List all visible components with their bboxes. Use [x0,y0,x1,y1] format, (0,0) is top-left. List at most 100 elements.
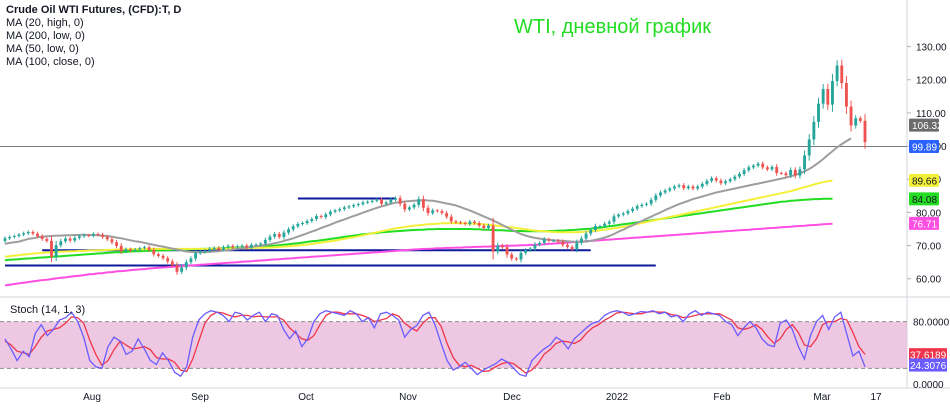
candle-body [686,186,690,189]
price-tick-label: 70.00 [916,242,941,253]
ma50-line [4,197,833,262]
stoch-band-group [0,321,907,369]
price-label-text: 89.66 [912,176,937,187]
candle-body [226,245,230,248]
candle-body [328,211,332,215]
candle-body [45,238,49,241]
candle-body [598,226,602,228]
indicator-ma200[interactable]: MA (200, low, 0) [6,30,85,42]
candle-body [733,176,737,180]
candle-body [59,241,63,246]
candle-body [17,234,21,236]
candle-body [91,233,95,236]
candle-body [184,262,188,268]
candle-body [324,214,328,218]
stoch-d-line [4,310,866,374]
candle-body [454,221,458,223]
candle-body [849,106,853,126]
time-tick-label: 2022 [606,392,629,403]
candle-body [617,214,621,217]
price-label-box [909,118,939,132]
candle-body [440,211,444,214]
candle-body [593,226,597,230]
candle-body [319,216,323,218]
candle-body [431,210,435,214]
candle-body [659,192,662,196]
candle-body [459,222,463,224]
candle-body [119,245,123,252]
candle-body [240,245,244,247]
candle-body [194,253,198,259]
candle-body [129,249,132,251]
candle-body [765,167,769,170]
candle-body [579,238,583,243]
candle-body [398,198,402,204]
candle-body [631,208,635,212]
candle-body [54,245,58,257]
candle-body [672,186,676,189]
candle-body [315,216,318,220]
candle-body [463,223,467,225]
indicator-ma100[interactable]: MA (100, close, 0) [6,56,95,68]
candle-body [268,236,272,240]
candle-body [31,231,35,234]
candle-body [751,165,755,168]
candle-body [426,207,430,214]
candle-body [603,223,607,227]
candle-body [561,241,565,245]
candle-body [621,213,625,215]
price-tick-label: 80.00 [916,208,941,219]
candle-body [770,166,774,170]
candle-body [301,223,304,225]
candle-body [696,186,700,189]
price-label-box [909,139,939,153]
candle-body [649,199,653,204]
candle-body [747,167,751,171]
price-labels-group: 106.32 99.89 89.66 84.08 76.71 [909,118,943,230]
time-tick-label: Aug [83,392,101,403]
candle-body [263,239,267,244]
candle-body [542,239,546,243]
support-resistance-lines-group [5,197,656,267]
indicator-ma20[interactable]: MA (20, high, 0) [6,17,84,29]
candle-body [124,249,128,252]
candle-body [291,226,295,230]
candle-body [12,235,16,237]
candle-body [510,254,514,259]
candle-body [775,166,779,173]
candle-body [245,245,249,248]
candle-body [817,103,820,122]
time-tick-label: Feb [713,392,731,403]
stoch-indicator-label[interactable]: Stoch (14, 1, 3) [10,304,86,316]
candle-body [133,249,137,251]
overlay-title: WTI, дневной график [514,16,712,38]
instrument-title[interactable]: Crude Oil WTI Futures, (CFD):T, D [6,4,182,16]
indicator-ma50[interactable]: MA (50, low, 0) [6,43,79,55]
candle-body [342,207,346,210]
price-label-text: 106.32 [912,121,943,132]
candle-body [738,173,741,177]
candle-body [277,233,281,237]
candle-body [858,118,862,121]
candle-body [147,247,151,250]
candle-body [468,221,472,225]
stoch-tick-label: 0.0000 [913,380,944,391]
time-axis-ticks-group: Aug Sep Oct Nov Dec 2022 Feb Mar 17 [83,392,882,403]
candle-body [668,188,672,191]
candle-body [477,223,481,226]
candle-body [724,181,727,184]
chart-legend: Crude Oil WTI Futures, (CFD):T, D MA (20… [6,4,181,69]
candle-body [607,221,611,224]
candle-body [403,203,407,210]
candle-body [87,235,91,237]
candle-body [538,242,542,245]
candle-body [338,209,342,211]
price-tick-label: 130.00 [916,43,947,54]
stoch-band [0,321,907,369]
candle-body [779,172,783,174]
candle-body [68,238,72,241]
candle-body [821,89,825,104]
stoch-axis-ticks-group: 80.0000 0.0000 [913,318,950,391]
